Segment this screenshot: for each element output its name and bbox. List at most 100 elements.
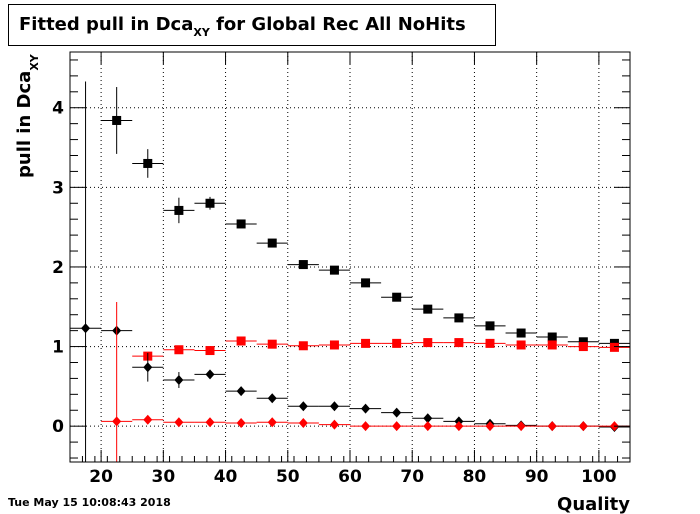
data-point: [350, 278, 382, 288]
data-point: [318, 419, 350, 430]
data-point: [132, 352, 164, 382]
series-1: [132, 336, 630, 361]
data-point: [287, 260, 319, 270]
diamond-marker: [174, 375, 184, 385]
y-axis-title-main: pull in Dca: [14, 71, 35, 178]
x-tick-label: 60: [338, 467, 362, 487]
x-tick-label: 40: [214, 467, 238, 487]
square-marker: [143, 158, 153, 168]
data-point: [350, 403, 382, 414]
data-point: [194, 369, 226, 380]
grid: [70, 52, 630, 462]
data-point: [163, 345, 195, 355]
square-marker: [298, 260, 308, 270]
x-tick-label: 30: [151, 467, 175, 487]
diamond-marker: [143, 362, 153, 373]
title-subscript: XY: [193, 26, 210, 39]
data-point: [381, 407, 413, 418]
data-point: [287, 341, 319, 351]
data-point: [381, 338, 413, 348]
square-marker: [205, 346, 215, 356]
data-point: [194, 417, 226, 428]
data-point: [194, 346, 226, 356]
chart-title: Fitted pull in DcaXY for Global Rec All …: [19, 14, 466, 39]
data-point: [194, 196, 226, 210]
square-marker: [392, 292, 402, 302]
data-point: [101, 87, 133, 154]
diamond-marker: [267, 393, 277, 404]
title-prefix: Fitted pull in Dca: [19, 14, 194, 35]
diamond-marker: [174, 417, 184, 428]
square-marker: [454, 313, 464, 323]
diamond-marker: [143, 414, 153, 425]
square-marker: [392, 338, 402, 348]
square-marker: [609, 342, 619, 352]
square-marker: [361, 338, 371, 348]
series-3: [101, 301, 630, 462]
x-tick-label: 20: [89, 467, 113, 487]
diamond-marker: [392, 421, 402, 432]
data-point: [567, 421, 599, 432]
data-point: [225, 336, 257, 346]
diamond-marker: [267, 417, 277, 428]
square-marker: [174, 205, 184, 215]
diamond-marker: [516, 421, 526, 432]
diamond-marker: [81, 323, 91, 334]
square-marker: [267, 238, 277, 248]
diamond-marker: [298, 417, 308, 428]
y-axis-title-group: pull in DcaXY: [14, 53, 41, 178]
axes: [69, 51, 631, 463]
diamond-marker: [392, 407, 402, 418]
diamond-marker: [236, 386, 246, 397]
square-marker: [578, 337, 588, 347]
data-point: [132, 414, 164, 425]
series-0: [101, 87, 630, 348]
data-point: [412, 421, 444, 432]
square-marker: [112, 115, 122, 125]
square-marker: [516, 340, 526, 350]
data-point: [163, 197, 195, 224]
square-marker: [454, 338, 464, 348]
square-marker: [485, 338, 495, 348]
square-marker: [516, 328, 526, 338]
diamond-marker: [423, 421, 433, 432]
square-marker: [423, 304, 433, 314]
data-point: [536, 421, 568, 432]
data-point: [350, 338, 382, 348]
x-axis-title: Quality: [557, 494, 630, 514]
data-point: [474, 321, 506, 331]
data-point: [163, 417, 195, 428]
timestamp: Tue May 15 10:08:43 2018: [8, 496, 171, 509]
data-point: [412, 304, 444, 314]
data-point: [474, 338, 506, 348]
data-point: [163, 372, 195, 388]
x-tick-label: 90: [525, 467, 549, 487]
x-tick-label: 70: [400, 467, 424, 487]
data-point: [505, 328, 537, 338]
diamond-marker: [361, 421, 371, 432]
diamond-marker: [205, 369, 215, 380]
data-point: [318, 265, 350, 275]
square-marker: [174, 345, 184, 355]
data-point: [474, 421, 506, 432]
data-point: [256, 339, 288, 349]
diamond-marker: [361, 403, 371, 414]
data-point: [536, 340, 568, 350]
y-axis-title: pull in DcaXY: [14, 53, 41, 178]
data-point: [443, 338, 475, 348]
diamond-marker: [485, 421, 495, 432]
y-tick-label: 3: [52, 178, 64, 198]
square-marker: [236, 336, 246, 346]
x-tick-label: 50: [276, 467, 300, 487]
data-point: [101, 301, 133, 462]
data-point: [350, 421, 382, 432]
data-point: [598, 342, 630, 352]
square-marker: [547, 340, 557, 350]
square-marker: [205, 198, 215, 208]
data-point: [225, 417, 257, 428]
data-points: [70, 81, 630, 462]
square-marker: [329, 340, 339, 350]
title-suffix: for Global Rec All NoHits: [209, 14, 466, 35]
square-marker: [236, 219, 246, 229]
